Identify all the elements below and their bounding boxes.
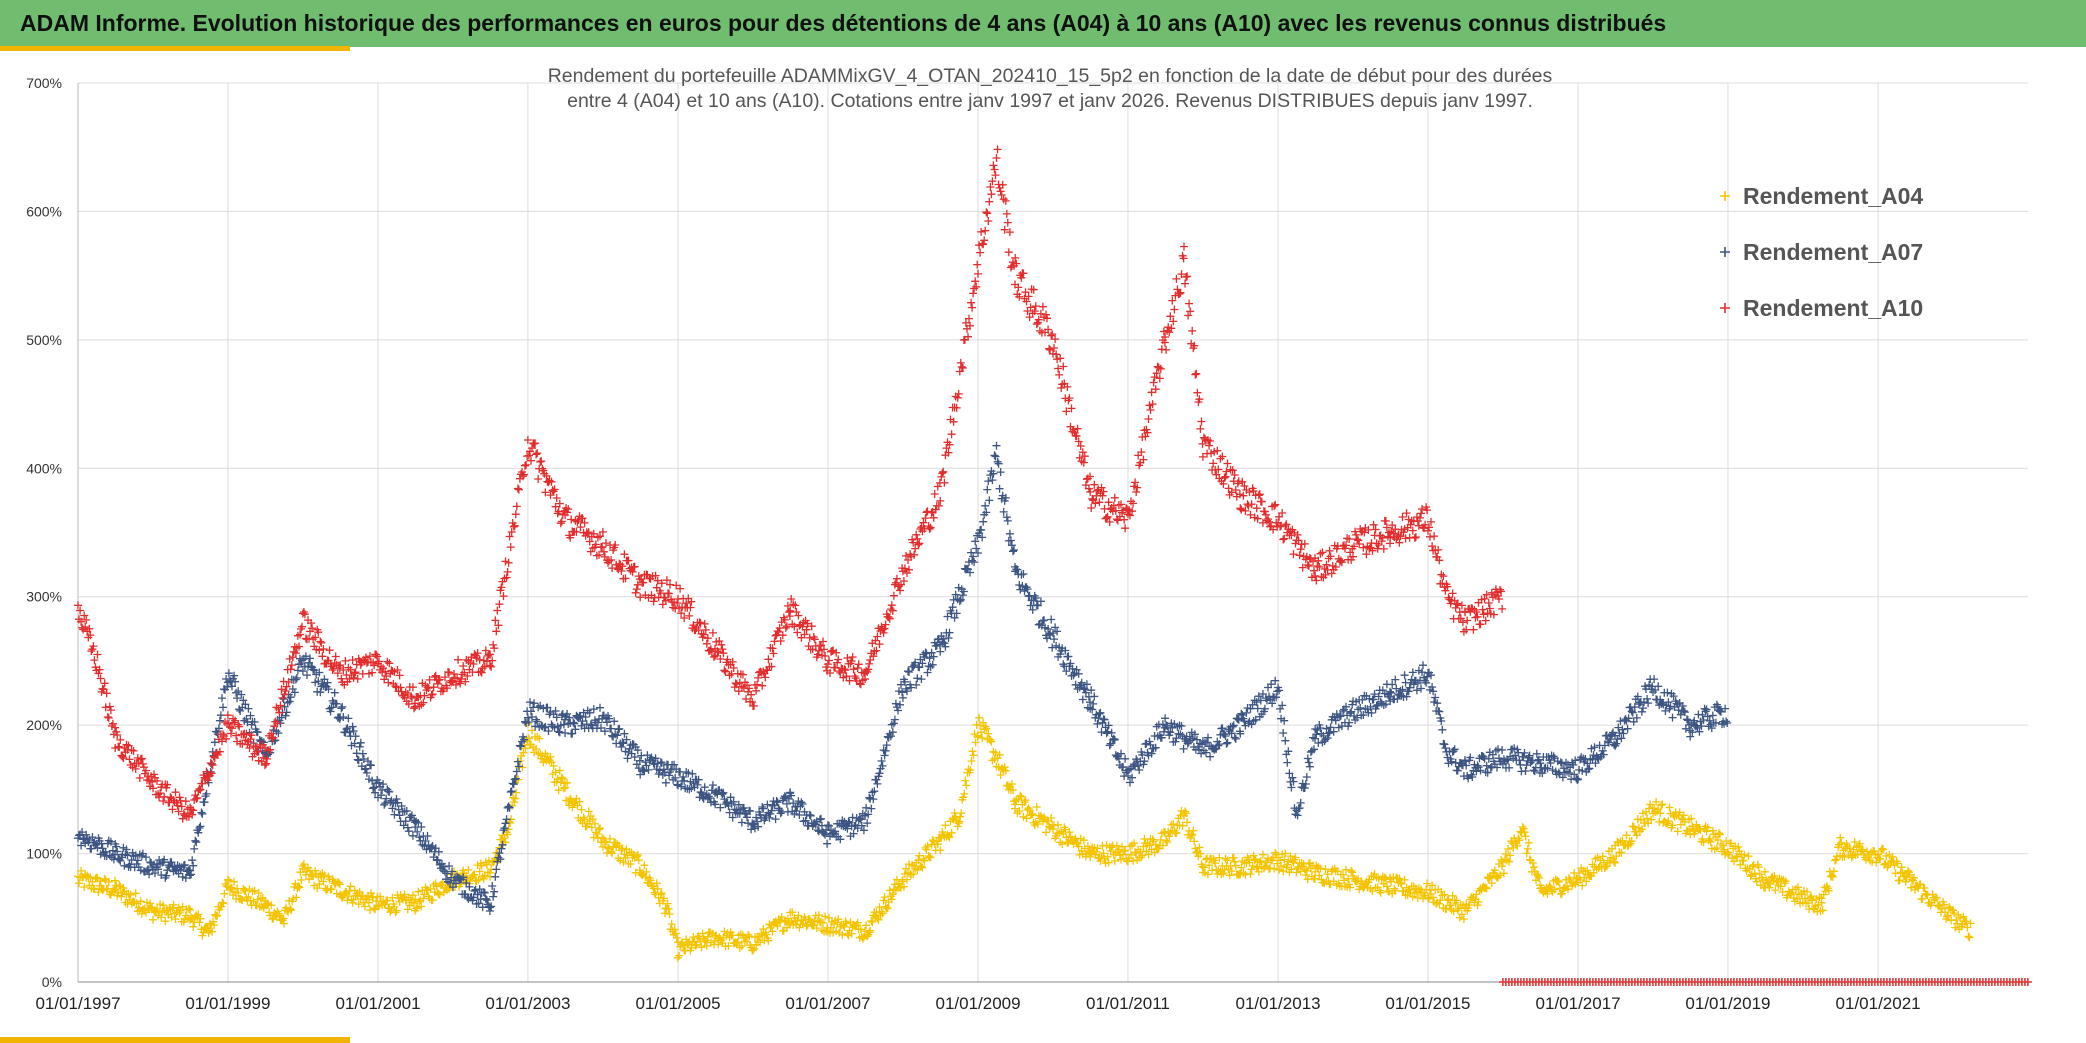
chart-title-line-2: entre 4 (A04) et 10 ans (A10). Cotations… [567,90,1533,112]
series-layer [74,145,2032,986]
legend-item: Rendement_A07 [1720,239,1923,265]
y-tick-label: 300% [26,589,62,605]
y-tick-label: 100% [26,846,62,862]
x-tick-label: 01/01/2007 [785,994,870,1013]
x-tick-label: 01/01/2013 [1236,994,1321,1013]
report-title: ADAM Informe. Evolution historique des p… [20,10,1667,36]
series-Rendement_A10 [74,145,1507,823]
y-tick-label: 500% [26,332,62,348]
x-tick-label: 01/01/2001 [335,994,420,1013]
baseline-marker-band [1498,978,2032,986]
legend: Rendement_A04 Rendement_A07 Rendement_A10 [1720,183,1923,321]
series-Rendement_A07 [74,441,1732,915]
x-tick-label: 01/01/1997 [35,994,120,1013]
series-markers-Rendement_A07 [74,441,1732,915]
y-tick-label: 700% [26,75,62,91]
legend-label: Rendement_A04 [1743,183,1923,209]
y-tick-label: 200% [26,717,62,733]
legend-label: Rendement_A10 [1743,295,1923,321]
x-tick-label: 01/01/2005 [635,994,720,1013]
chart-title-line-1: Rendement du portefeuille ADAMMixGV_4_OT… [548,65,1553,87]
series-Rendement_A04 [74,713,1975,962]
x-tick-label: 01/01/2009 [936,994,1021,1013]
x-tick-label: 01/01/2015 [1385,994,1470,1013]
legend-label: Rendement_A07 [1743,239,1923,265]
x-tick-label: 01/01/2019 [1685,994,1770,1013]
header-bar: ADAM Informe. Evolution historique des p… [0,0,2086,47]
legend-item: Rendement_A04 [1720,183,1923,209]
x-tick-label: 01/01/1999 [185,994,270,1013]
y-tick-label: 0% [42,974,62,990]
x-tick-label: 01/01/2011 [1086,994,1170,1013]
series-markers-Rendement_A10 [74,145,1507,823]
x-tick-label: 01/01/2017 [1536,994,1621,1013]
y-tick-label: 400% [26,460,62,476]
x-axis-ticks: 01/01/1997 01/01/1999 01/01/2001 01/01/2003… [35,994,1920,1013]
legend-marker [1720,247,1730,257]
legend-marker [1720,191,1730,201]
accent-bar-top [0,46,350,51]
accent-bar-bottom [0,1037,350,1043]
legend-marker [1720,303,1730,313]
series-markers-Rendement_A04 [74,713,1975,962]
legend-item: Rendement_A10 [1720,295,1923,321]
x-tick-label: 01/01/2021 [1836,994,1921,1013]
x-tick-label: 01/01/2003 [485,994,570,1013]
y-tick-label: 600% [26,203,62,219]
y-axis-ticks: 0% 100% 200% 300% 400% 500% 600% 700% [26,75,62,990]
